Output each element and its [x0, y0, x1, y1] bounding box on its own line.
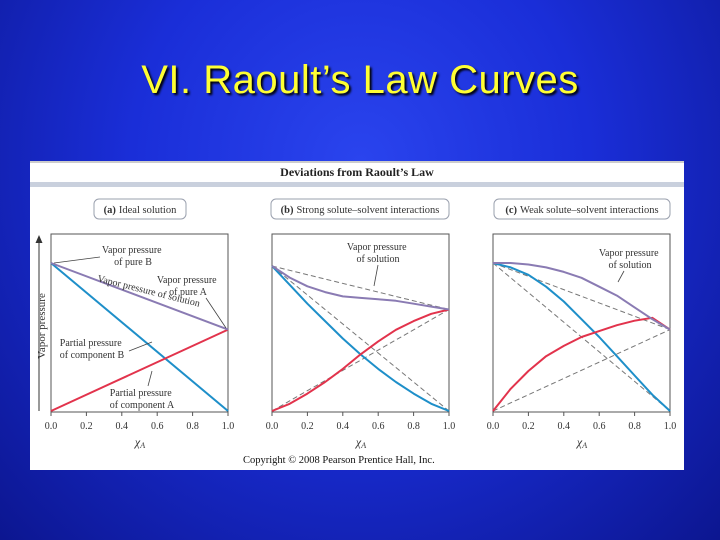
panel-c-x-tick-label: 0.2 — [522, 421, 535, 432]
panel-a-x-tick-label: 0.2 — [80, 421, 93, 432]
annotation-partial-a-line2: of component A — [110, 400, 175, 411]
panel-c-title: Weak solute–solvent interactions — [520, 205, 659, 216]
panel-c-series-total — [493, 262, 671, 331]
x-axis-label-c: χA — [576, 435, 587, 450]
panel-a-x-tick-label: 0.6 — [151, 421, 164, 432]
leader-partial-a — [147, 370, 153, 387]
annotation-partial-a-line1: Partial pressure — [110, 388, 172, 399]
panel-b-tab-text: (b) Strong solute–solvent interactions — [281, 205, 440, 216]
leader-solution-b — [373, 264, 379, 287]
panel-a-tab-box — [93, 198, 187, 220]
panel-c-x-tick-label: 1.0 — [664, 421, 677, 432]
panel-a-frame — [50, 233, 229, 413]
panel-a-series-total — [50, 262, 229, 331]
panel-b-series-total-ideal — [271, 265, 450, 310]
panel-b-series-A-ideal — [271, 309, 450, 412]
panel-c-series-A — [492, 316, 671, 412]
annotation-solution-b-line1: Vapor pressure — [347, 242, 407, 253]
y-axis-arrowhead — [35, 235, 43, 243]
panel-b-x-tick-label: 1.0 — [443, 421, 456, 432]
x-axis-label-c-sub: A — [581, 441, 587, 450]
panel-a-series-A — [50, 328, 229, 412]
panel-a-series-B — [50, 262, 229, 412]
panel-c-tab-box — [493, 198, 671, 220]
raoult-figure: Deviations from Raoult’s Law (a) Ideal so… — [30, 161, 684, 470]
annotation-pure-a: Vapor pressure of pure A — [157, 275, 219, 298]
x-axis-label-a-main: χ — [134, 435, 141, 449]
panel-b-tag: (b) — [281, 205, 294, 216]
annotation-solution-b: Vapor pressure of solution — [347, 242, 409, 265]
figure-header-bar — [30, 182, 684, 187]
panel-b-x-tick-label: 0.8 — [407, 421, 420, 432]
panel-b-x-tick-label: 0.6 — [372, 421, 385, 432]
leader-partial-b — [128, 341, 153, 352]
panel-b-x-tick-label: 0.4 — [337, 421, 350, 432]
panel-c-x-tick-label: 0.6 — [593, 421, 606, 432]
panel-b-x-tick-label: 0.0 — [266, 421, 279, 432]
annotation-partial-b-line2: of component B — [60, 350, 125, 361]
x-axis-label-c-main: χ — [576, 435, 583, 449]
x-axis-label-a: χA — [134, 435, 145, 450]
leader-pure-b — [53, 256, 101, 264]
panel-a-x-tick-label: 0.8 — [186, 421, 199, 432]
annotation-pure-a-line2: of pure A — [169, 287, 208, 298]
panel-c-tab-text: (c) Weak solute–solvent interactions — [505, 205, 658, 216]
panel-b-x-tick-label: 0.2 — [301, 421, 314, 432]
annotation-pure-a-line1: Vapor pressure — [157, 275, 217, 286]
panel-c-tab: (c) Weak solute–solvent interactions — [493, 198, 671, 220]
x-axis-label-b: χA — [355, 435, 366, 450]
panel-b-series-B-ideal — [271, 265, 450, 412]
x-axis-label-a-sub: A — [139, 441, 145, 450]
raoult-figure-svg: Deviations from Raoult’s Law (a) Ideal so… — [30, 161, 684, 466]
annotation-pure-b: Vapor pressure of pure B — [102, 245, 164, 268]
plot-layer: 0.0 0.2 0.4 0.6 0.8 1.0 0.0 0.2 0.4 0.6 0.8 1.0 0.0 0… — [45, 262, 677, 432]
panel-c-series-A-ideal — [492, 329, 671, 412]
annotation-partial-a: Partial pressure of component A — [110, 388, 175, 411]
annotation-partial-b: Partial pressure of component B — [60, 338, 125, 361]
panel-a-tab: (a) Ideal solution — [93, 198, 187, 220]
panel-c-x-tick-label: 0.0 — [487, 421, 500, 432]
panel-c-tag: (c) — [505, 205, 517, 216]
panel-b-tab: (b) Strong solute–solvent interactions — [270, 198, 450, 220]
x-axis-label-b-main: χ — [355, 435, 362, 449]
panel-b-title: Strong solute–solvent interactions — [296, 205, 439, 216]
panel-a-tab-text: (a) Ideal solution — [104, 205, 177, 216]
annotation-solution-c-line1: Vapor pressure — [599, 248, 659, 259]
panel-c-series-B — [492, 262, 671, 412]
annotation-solution-b-line2: of solution — [356, 254, 399, 265]
panel-b-series-total — [271, 265, 450, 311]
slide-title: VI. Raoult’s Law Curves — [141, 58, 579, 102]
panel-c-x-tick-label: 0.4 — [558, 421, 571, 432]
panel-a-x-tick-label: 0.4 — [116, 421, 129, 432]
annotation-solution-c-line2: of solution — [608, 260, 651, 271]
annotation-solution-c: Vapor pressure of solution — [599, 248, 661, 271]
panel-a-x-tick-label: 1.0 — [222, 421, 235, 432]
panel-c-frame — [492, 233, 671, 413]
figure-title: Deviations from Raoult’s Law — [280, 165, 434, 179]
x-axis-label-b-sub: A — [360, 441, 366, 450]
panel-b-frame — [271, 233, 450, 413]
leader-solution-c — [617, 270, 625, 283]
y-axis-label: Vapor pressure — [36, 293, 48, 359]
annotation-partial-b-line1: Partial pressure — [60, 338, 122, 349]
copyright-text: Copyright © 2008 Pearson Prentice Hall, … — [243, 455, 435, 466]
leader-pure-a — [205, 297, 227, 329]
panel-a-x-tick-label: 0.0 — [45, 421, 58, 432]
annotation-pure-b-line2: of pure B — [114, 257, 152, 268]
panel-c-x-tick-label: 0.8 — [628, 421, 641, 432]
annotation-pure-b-line1: Vapor pressure — [102, 245, 162, 256]
panel-a-title: Ideal solution — [119, 205, 177, 216]
panel-a-tag: (a) — [104, 205, 117, 216]
panel-b-series-A — [271, 308, 450, 412]
panel-b-tab-box — [270, 198, 450, 220]
